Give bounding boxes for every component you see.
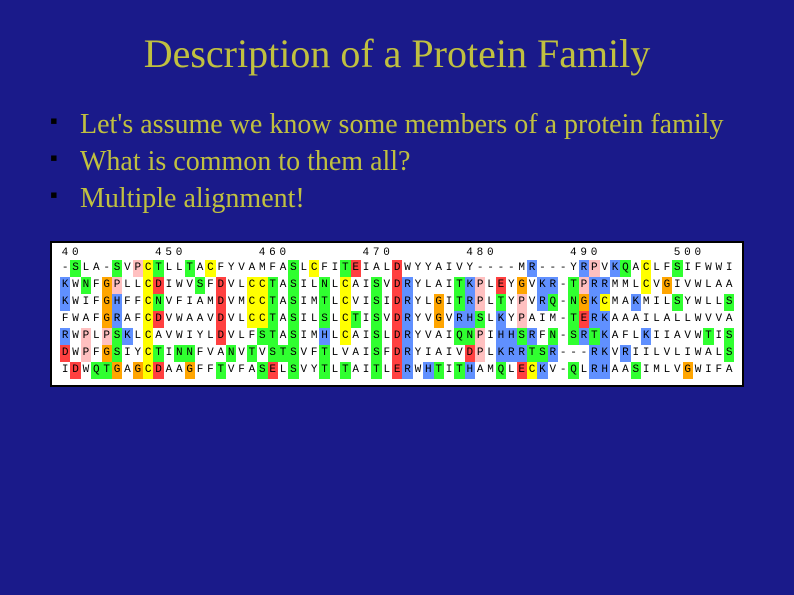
alignment-ruler: 40 450 460 470 480 490 500 [60,247,734,259]
sequence-row: -SLA-SVPCTLLTACFYVAMFASLCFITEIALDWYYAIVY… [60,260,734,277]
bullet-list: Let's assume we know some members of a p… [50,107,744,216]
sequence-row: KWNFGPLLCDIWVSFDVLCCTASILNLCAISVDRYLAITK… [60,277,734,294]
bullet-item: Let's assume we know some members of a p… [50,107,744,142]
bullet-item: Multiple alignment! [50,181,744,216]
alignment-panel: 40 450 460 470 480 490 500 -SLA-SVPCTLLT… [50,241,744,387]
slide: Description of a Protein Family Let's as… [0,0,794,595]
sequence-row: DWPFGSIYCTINNFVANVTVSTSVFTLVAISFDRYIAIVD… [60,345,734,362]
sequence-row: FWAFGRAFCDVWAAVDVLCCTASILSLCTISVDRYVGVRH… [60,311,734,328]
sequence-row: KWIFGHFFCNVFIAMDVMCCTASIMTLCVISIDRYLGITR… [60,294,734,311]
slide-title: Description of a Protein Family [50,30,744,77]
sequence-row: RWPLPSKLCAVWIYLDVLFSTASIMHLCAISLDRYVAIQN… [60,328,734,345]
sequence-row: IDWQTGAGCDAAGFFTVFASELSVYTLTAITLERWHTITH… [60,362,734,379]
alignment-sequences: -SLA-SVPCTLLTACFYVAMFASLCFITEIALDWYYAIVY… [60,260,734,379]
bullet-item: What is common to them all? [50,144,744,179]
